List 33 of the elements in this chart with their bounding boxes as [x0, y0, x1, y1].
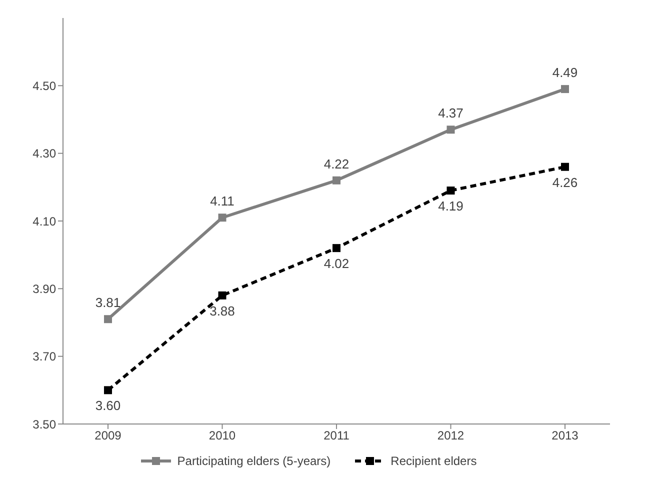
point	[218, 291, 226, 300]
point	[332, 244, 340, 252]
point	[104, 315, 112, 324]
data-label: 4.02	[324, 256, 350, 272]
data-label: 4.26	[552, 174, 578, 190]
data-label: 4.22	[324, 156, 350, 172]
point	[332, 176, 340, 184]
data-label: 3.81	[95, 295, 121, 310]
x-tick-label: 2012	[437, 428, 464, 443]
x-tick-label: 2010	[208, 428, 236, 443]
legend-label: Participating elders (5-years)	[176, 454, 331, 468]
x-tick-label: 2011	[324, 428, 350, 443]
data-label: 4.37	[438, 106, 464, 121]
y-tick-label: 3.50	[32, 417, 56, 432]
data-label: 4.11	[210, 194, 234, 209]
x-tick-label: 2009	[94, 428, 122, 443]
point	[561, 162, 569, 171]
data-label: 3.60	[95, 398, 121, 414]
point	[561, 85, 569, 94]
data-label: 4.19	[438, 198, 464, 214]
point	[446, 126, 455, 134]
y-tick-label: 3.90	[32, 282, 56, 296]
y-tick-label: 4.10	[32, 214, 56, 228]
point	[446, 186, 455, 195]
data-label: 3.88	[210, 303, 235, 318]
legend-label: Recipient elders	[390, 454, 477, 468]
data-label: 4.49	[552, 65, 578, 80]
y-tick-label: 3.70	[32, 350, 56, 364]
y-tick-label: 4.30	[32, 146, 56, 161]
y-tick-label: 4.50	[32, 78, 56, 93]
point	[218, 214, 226, 222]
x-tick-label: 2013	[552, 428, 579, 443]
point	[104, 386, 112, 394]
